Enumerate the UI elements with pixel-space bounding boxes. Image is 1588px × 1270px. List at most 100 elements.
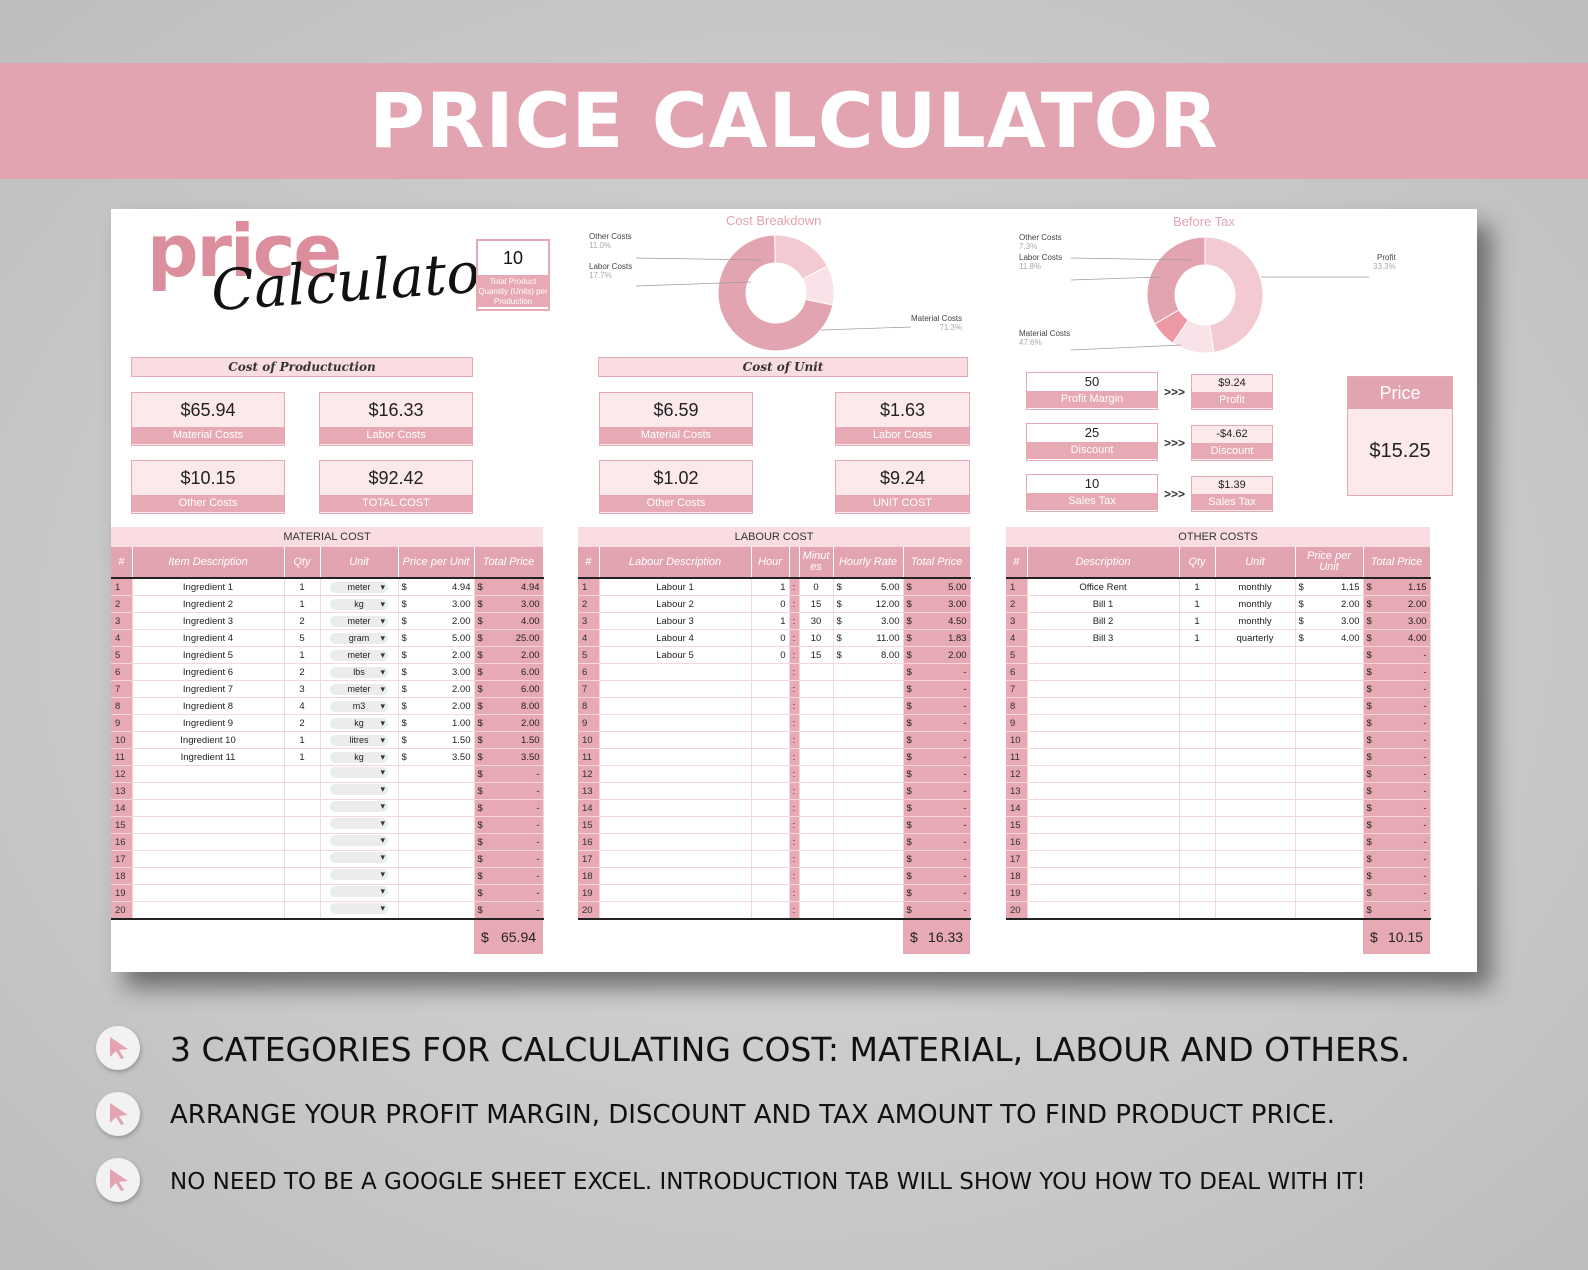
description-cell[interactable]: Bill 2 [1027,612,1180,630]
unit-dropdown[interactable]: meter [330,683,388,695]
qty-cell[interactable] [284,765,321,783]
price-per-unit-cell[interactable] [1295,782,1364,800]
qty-cell[interactable] [284,901,321,920]
labour-description-cell[interactable] [599,748,752,766]
item-description-cell[interactable]: Ingredient 5 [132,646,285,664]
labour-description-cell[interactable] [599,697,752,715]
hour-cell[interactable] [751,850,790,868]
unit-cell[interactable]: monthly [1215,578,1296,596]
labour-description-cell[interactable] [599,799,752,817]
price-per-unit-cell[interactable]: $1.15 [1295,578,1364,596]
price-per-unit-cell[interactable] [1295,697,1364,715]
hour-cell[interactable] [751,765,790,783]
unit-cell[interactable]: m3 [320,697,399,715]
price-per-unit-cell[interactable]: $3.00 [1295,612,1364,630]
price-per-unit-cell[interactable]: $3.50 [398,748,475,766]
hourly-rate-cell[interactable] [833,833,904,851]
item-description-cell[interactable]: Ingredient 1 [132,578,285,596]
unit-dropdown[interactable]: lbs [330,666,388,678]
unit-cell[interactable] [1215,680,1296,698]
unit-dropdown[interactable]: kg [330,598,388,610]
minutes-cell[interactable] [799,680,834,698]
unit-cell[interactable] [1215,782,1296,800]
price-per-unit-cell[interactable]: $1.00 [398,714,475,732]
price-per-unit-cell[interactable]: $5.00 [398,629,475,647]
labour-description-cell[interactable] [599,680,752,698]
unit-dropdown[interactable]: kg [330,751,388,763]
hourly-rate-cell[interactable] [833,884,904,902]
hour-cell[interactable] [751,731,790,749]
item-description-cell[interactable] [132,867,285,885]
unit-cell[interactable]: monthly [1215,612,1296,630]
description-cell[interactable]: Bill 3 [1027,629,1180,647]
qty-cell[interactable] [284,884,321,902]
hourly-rate-cell[interactable] [833,680,904,698]
unit-cell[interactable] [1215,697,1296,715]
price-per-unit-cell[interactable] [1295,850,1364,868]
item-description-cell[interactable]: Ingredient 4 [132,629,285,647]
unit-cell[interactable]: monthly [1215,595,1296,613]
minutes-cell[interactable] [799,799,834,817]
hour-cell[interactable] [751,680,790,698]
description-cell[interactable]: Bill 1 [1027,595,1180,613]
labour-description-cell[interactable] [599,663,752,681]
qty-cell[interactable]: 5 [284,629,321,647]
qty-cell[interactable]: 2 [284,612,321,630]
qty-cell[interactable] [1179,850,1216,868]
minutes-cell[interactable] [799,765,834,783]
unit-cell[interactable]: quarterly [1215,629,1296,647]
unit-dropdown[interactable] [330,903,388,914]
minutes-cell[interactable] [799,816,834,834]
unit-cell[interactable]: meter [320,646,399,664]
unit-cell[interactable] [320,867,399,885]
item-description-cell[interactable]: Ingredient 2 [132,595,285,613]
price-per-unit-cell[interactable] [1295,663,1364,681]
labour-description-cell[interactable] [599,765,752,783]
qty-cell[interactable] [1179,765,1216,783]
qty-cell[interactable] [1179,799,1216,817]
unit-cell[interactable] [320,901,399,920]
unit-cell[interactable] [1215,833,1296,851]
minutes-cell[interactable]: 10 [799,629,834,647]
price-per-unit-cell[interactable] [1295,833,1364,851]
qty-cell[interactable] [284,833,321,851]
item-description-cell[interactable] [132,884,285,902]
minutes-cell[interactable] [799,663,834,681]
minutes-cell[interactable] [799,884,834,902]
item-description-cell[interactable] [132,901,285,920]
unit-cell[interactable]: meter [320,612,399,630]
minutes-cell[interactable] [799,782,834,800]
hour-cell[interactable] [751,714,790,732]
unit-cell[interactable]: kg [320,595,399,613]
description-cell[interactable] [1027,867,1180,885]
hour-cell[interactable] [751,748,790,766]
minutes-cell[interactable]: 30 [799,612,834,630]
minutes-cell[interactable] [799,850,834,868]
discount-input[interactable]: 25 Discount [1026,423,1158,461]
qty-cell[interactable]: 1 [284,646,321,664]
product-quantity-box[interactable]: 10 Total Product Quantity (Units) per Pr… [476,239,550,311]
hour-cell[interactable] [751,782,790,800]
price-per-unit-cell[interactable] [1295,799,1364,817]
qty-cell[interactable] [1179,697,1216,715]
hourly-rate-cell[interactable]: $12.00 [833,595,904,613]
qty-cell[interactable]: 1 [284,595,321,613]
item-description-cell[interactable] [132,765,285,783]
hour-cell[interactable]: 1 [751,578,790,596]
unit-dropdown[interactable]: gram [330,632,388,644]
hourly-rate-cell[interactable] [833,765,904,783]
labour-description-cell[interactable] [599,867,752,885]
qty-cell[interactable] [284,799,321,817]
price-per-unit-cell[interactable] [1295,765,1364,783]
description-cell[interactable] [1027,714,1180,732]
labour-description-cell[interactable] [599,901,752,920]
hourly-rate-cell[interactable] [833,748,904,766]
minutes-cell[interactable]: 15 [799,646,834,664]
minutes-cell[interactable]: 15 [799,595,834,613]
description-cell[interactable] [1027,765,1180,783]
unit-dropdown[interactable] [330,784,388,795]
hour-cell[interactable] [751,697,790,715]
qty-cell[interactable] [1179,646,1216,664]
qty-cell[interactable] [1179,901,1216,920]
minutes-cell[interactable] [799,697,834,715]
